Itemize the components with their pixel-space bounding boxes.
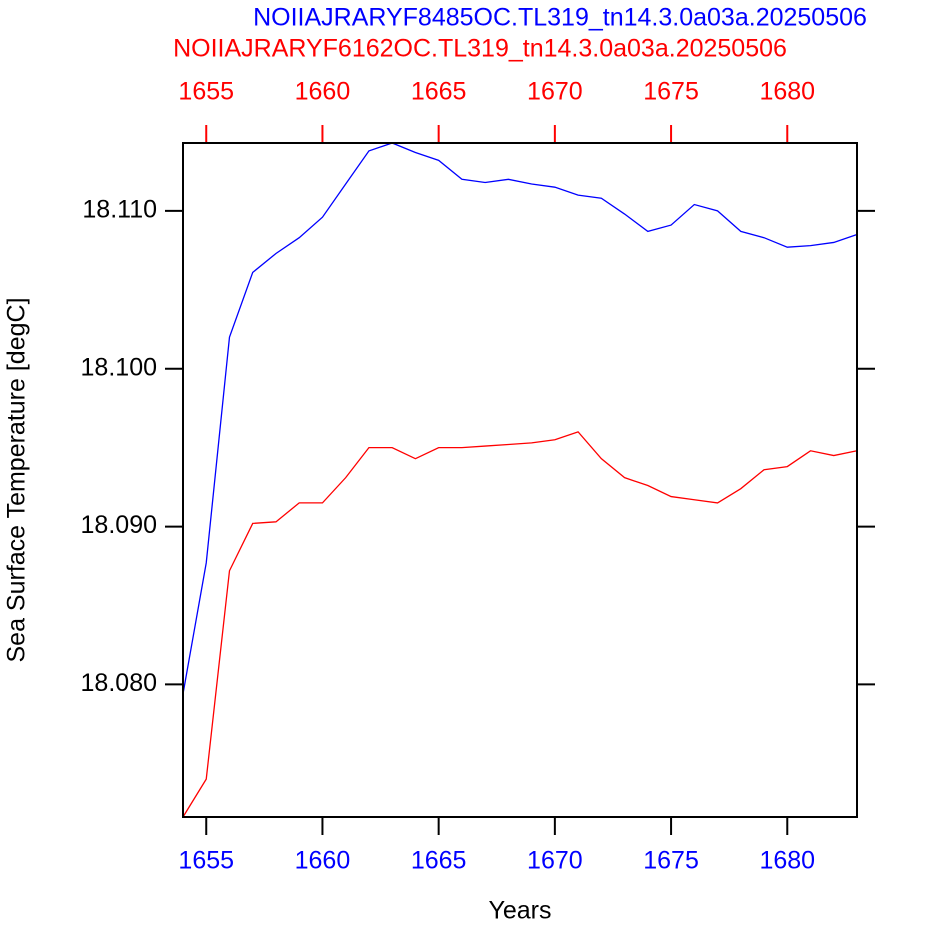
data-line [182,142,858,694]
y-tick-label: 18.110 [82,195,157,223]
chart-title: NOIIAJRARYF8485OC.TL319_tn14.3.0a03a.202… [253,4,867,32]
chart-title: NOIIAJRARYF6162OC.TL319_tn14.3.0a03a.202… [173,35,787,63]
x2-tick-label: 1680 [759,78,815,106]
y-tick-label: 18.100 [81,353,157,381]
x2-tick-label: 1655 [178,78,234,106]
y-axis-label: Sea Surface Temperature [degC] [3,297,31,662]
y-tick-label: 18.080 [81,669,157,697]
x-tick-label: 1665 [411,847,467,875]
x2-tick-label: 1665 [411,78,467,106]
x-tick-label: 1680 [759,847,815,875]
x-tick-label: 1655 [178,847,234,875]
x-tick-label: 1670 [527,847,583,875]
x-tick-label: 1675 [643,847,699,875]
plot-frame [182,142,858,818]
x2-tick-label: 1670 [527,78,583,106]
x2-tick-label: 1675 [643,78,699,106]
x2-tick-label: 1660 [295,78,351,106]
y-tick-label: 18.090 [81,511,157,539]
x-tick-label: 1660 [295,847,351,875]
x-axis-label: Years [488,897,551,925]
data-line [182,431,858,818]
